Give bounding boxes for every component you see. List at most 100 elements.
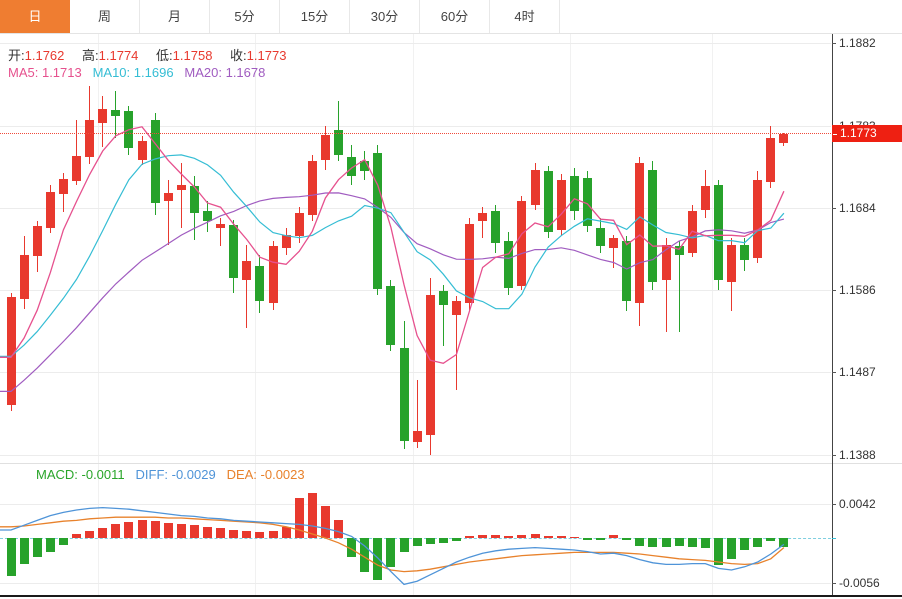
candle-body — [137, 141, 147, 160]
macd-histogram-bar — [360, 538, 370, 573]
price-axis-tick — [832, 372, 836, 374]
candle-body — [569, 176, 579, 212]
tab-4时[interactable]: 4时 — [490, 0, 560, 33]
macd-histogram-bar — [268, 530, 278, 538]
price-axis-line — [832, 33, 833, 596]
candle-body — [85, 119, 95, 158]
macd-histogram-bar — [766, 538, 776, 542]
candle-body — [766, 138, 776, 183]
macd-histogram-bar — [543, 535, 553, 538]
macd-gridline — [0, 582, 831, 584]
macd-histogram-bar — [111, 524, 121, 538]
macd-histogram-bar — [740, 538, 750, 550]
candle-body — [465, 223, 474, 303]
candle-body — [661, 244, 671, 280]
macd-histogram-bar — [229, 530, 239, 538]
macd-histogram-bar — [753, 538, 763, 547]
price-gridline — [0, 43, 831, 44]
price-axis-tick — [832, 43, 836, 44]
candle-body — [727, 244, 736, 283]
diff-value-label: DIFF: -0.0029 — [135, 467, 216, 482]
price-axis-tick — [832, 208, 836, 209]
macd-histogram-bar — [491, 534, 501, 538]
macd-histogram-bar — [281, 526, 291, 538]
candle-wick — [167, 179, 169, 245]
candle-wick — [482, 207, 484, 238]
macd-histogram-bar — [569, 537, 579, 539]
candle-body — [176, 184, 186, 190]
macd-histogram-bar — [137, 520, 147, 538]
macd-histogram-bar — [72, 534, 81, 538]
ma10-value: 1.1696 — [133, 65, 174, 80]
candle-wick — [455, 296, 457, 391]
candle-wick — [246, 244, 248, 328]
candle-body — [58, 178, 68, 194]
macd-histogram-bar — [242, 530, 252, 538]
macd-histogram-bar — [713, 538, 723, 566]
bottom-border — [0, 595, 902, 597]
candle-body — [150, 119, 160, 203]
candle-body — [32, 226, 42, 257]
tab-周[interactable]: 周 — [70, 0, 140, 33]
macd-histogram-bar — [556, 536, 566, 538]
macd-histogram-bar — [530, 534, 540, 538]
macd-axis-tick — [832, 582, 836, 584]
macd-histogram-bar — [622, 538, 632, 540]
dea-value-label: DEA: -0.0023 — [226, 467, 305, 482]
panel-separator — [0, 463, 902, 464]
candle-body — [6, 297, 16, 406]
candle-body — [294, 213, 304, 237]
candle-body — [19, 254, 29, 299]
candle-wick — [678, 240, 680, 333]
macd-readout: MACD: -0.0011 DIFF: -0.0029 DEA: -0.0023 — [36, 467, 305, 482]
macd-zero-tick — [832, 537, 836, 539]
tab-15分[interactable]: 15分 — [280, 0, 350, 33]
tab-60分[interactable]: 60分 — [420, 0, 490, 33]
candle-body — [451, 301, 461, 316]
tab-月[interactable]: 月 — [140, 0, 210, 33]
candle-body — [700, 186, 710, 210]
current-price-dotted-line — [0, 133, 831, 135]
candle-body — [281, 234, 291, 248]
candle-body — [622, 240, 632, 302]
candle-body — [582, 178, 592, 227]
candle-body — [543, 171, 553, 233]
macd-histogram-bar — [700, 538, 710, 548]
current-price-tag-tick — [833, 133, 837, 135]
tab-30分[interactable]: 30分 — [350, 0, 420, 33]
low-label: 低: — [156, 48, 173, 63]
macd-histogram-bar — [635, 538, 645, 546]
price-gridline — [0, 454, 831, 456]
ma5-line — [0, 126, 785, 364]
candle-body — [530, 169, 540, 205]
tab-5分[interactable]: 5分 — [210, 0, 280, 33]
vertical-gridline — [255, 34, 256, 595]
price-gridline — [0, 372, 831, 374]
candle-body — [373, 153, 383, 289]
macd-histogram-bar — [307, 493, 317, 538]
macd-histogram-bar — [176, 524, 186, 538]
macd-histogram-bar — [45, 538, 55, 552]
macd-value-label: MACD: -0.0011 — [36, 467, 125, 482]
macd-histogram-bar — [150, 521, 160, 538]
ma-readout: MA5: 1.1713 MA10: 1.1696 MA20: 1.1678 — [8, 65, 265, 80]
candle-body — [334, 129, 343, 155]
high-label: 高: — [82, 48, 99, 63]
candle-wick — [442, 284, 444, 347]
candle-body — [478, 213, 488, 222]
macd-histogram-bar — [412, 538, 422, 546]
ma20-value: 1.1678 — [225, 65, 266, 80]
candle-body — [255, 265, 265, 302]
candle-body — [556, 179, 566, 230]
vertical-gridline — [570, 34, 571, 595]
price-axis-tick — [832, 289, 836, 291]
close-label: 收: — [230, 48, 247, 63]
macd-histogram-bar — [124, 522, 134, 538]
ma5-label: MA5: 1.1713 — [8, 65, 82, 80]
candle-body — [229, 224, 239, 278]
macd-axis-tick — [832, 504, 836, 506]
candle-body — [753, 179, 763, 258]
candle-body — [438, 290, 448, 305]
tab-日[interactable]: 日 — [0, 0, 70, 33]
